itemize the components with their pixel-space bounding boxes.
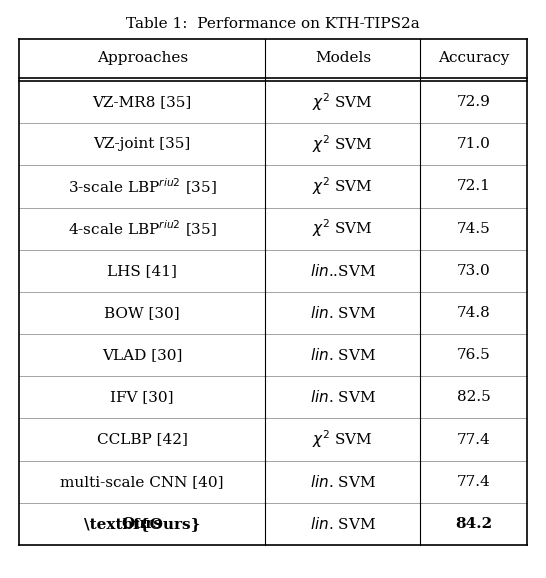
Text: 74.8: 74.8 (456, 306, 490, 320)
Text: $\mathit{lin}$. SVM: $\mathit{lin}$. SVM (310, 305, 376, 321)
Text: 77.4: 77.4 (456, 432, 490, 447)
Text: LHS [41]: LHS [41] (108, 264, 177, 278)
Text: 73.0: 73.0 (456, 264, 490, 278)
Text: 76.5: 76.5 (456, 348, 490, 362)
Text: VZ-joint [35]: VZ-joint [35] (93, 137, 191, 151)
Text: \textbf{Ours}: \textbf{Ours} (84, 517, 200, 531)
Text: 74.5: 74.5 (456, 221, 490, 236)
Text: $\chi^2$ SVM: $\chi^2$ SVM (312, 134, 373, 155)
Text: Ours: Ours (122, 517, 163, 531)
Text: VLAD [30]: VLAD [30] (102, 348, 182, 362)
Text: Table 1:  Performance on KTH-TIPS2a: Table 1: Performance on KTH-TIPS2a (126, 17, 420, 31)
Text: Models: Models (314, 51, 371, 65)
Text: IFV [30]: IFV [30] (110, 390, 174, 405)
Text: $\chi^2$ SVM: $\chi^2$ SVM (312, 218, 373, 239)
Text: 82.5: 82.5 (456, 390, 490, 405)
Text: 71.0: 71.0 (456, 137, 490, 151)
Text: Approaches: Approaches (97, 51, 188, 65)
Text: $\chi^2$ SVM: $\chi^2$ SVM (312, 91, 373, 113)
Text: Accuracy: Accuracy (438, 51, 509, 65)
Text: VZ-MR8 [35]: VZ-MR8 [35] (93, 95, 192, 109)
Text: multi-scale CNN [40]: multi-scale CNN [40] (61, 475, 224, 489)
Text: CCLBP [42]: CCLBP [42] (97, 432, 188, 447)
Text: $\mathit{lin}$..SVM: $\mathit{lin}$..SVM (310, 263, 376, 279)
Text: 84.2: 84.2 (455, 517, 492, 531)
Text: 77.4: 77.4 (456, 475, 490, 489)
Text: 72.9: 72.9 (456, 95, 490, 109)
Text: BOW [30]: BOW [30] (104, 306, 180, 320)
Text: $\chi^2$ SVM: $\chi^2$ SVM (312, 429, 373, 450)
Text: $\mathit{lin}$. SVM: $\mathit{lin}$. SVM (310, 516, 376, 532)
Text: 4-scale LBP$^{riu2}$ [35]: 4-scale LBP$^{riu2}$ [35] (68, 218, 217, 239)
Text: $\mathit{lin}$. SVM: $\mathit{lin}$. SVM (310, 474, 376, 490)
Text: 3-scale LBP$^{riu2}$ [35]: 3-scale LBP$^{riu2}$ [35] (68, 176, 217, 197)
Text: $\mathit{lin}$. SVM: $\mathit{lin}$. SVM (310, 347, 376, 363)
Text: $\chi^2$ SVM: $\chi^2$ SVM (312, 176, 373, 197)
Text: 72.1: 72.1 (456, 179, 490, 194)
Text: $\mathit{lin}$. SVM: $\mathit{lin}$. SVM (310, 390, 376, 405)
